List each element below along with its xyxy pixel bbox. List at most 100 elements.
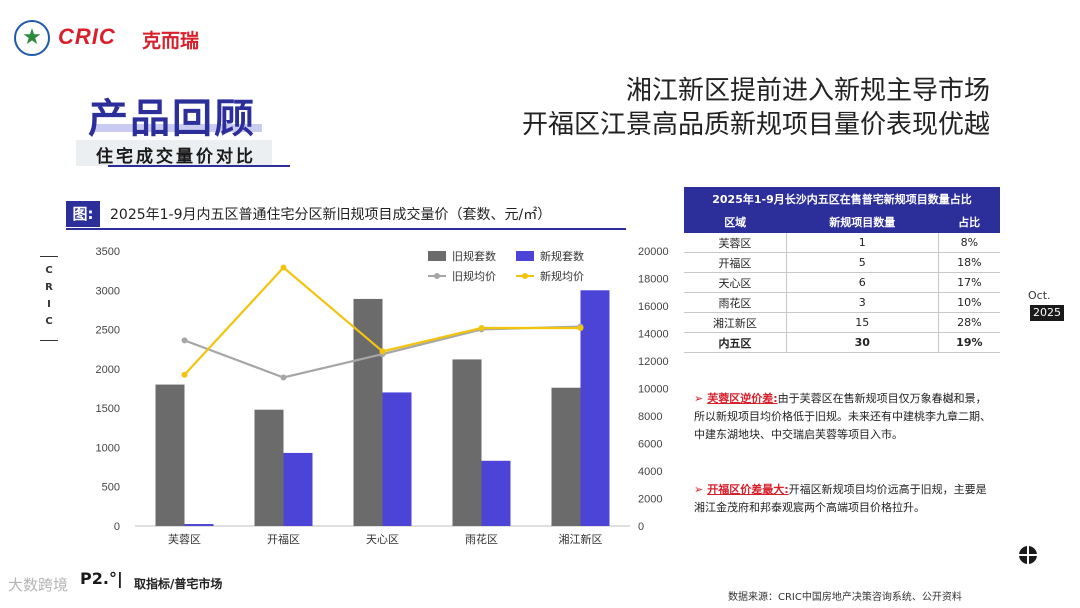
bar — [283, 452, 313, 526]
headline: 湘江新区提前进入新规主导市场 开福区江景高品质新规项目量价表现优越 — [522, 74, 990, 142]
table-row: 天心区 6 17% — [684, 272, 1000, 293]
line-point — [577, 325, 584, 331]
line-point — [181, 337, 188, 344]
legend-swatch — [428, 251, 446, 261]
line-point — [181, 371, 188, 378]
logo-wordmark: CRIC — [58, 24, 116, 49]
bar — [551, 387, 581, 526]
x-tick-label: 湘江新区 — [559, 532, 603, 546]
new-project-share-table: 2025年1-9月长沙内五区在售普宅新规项目数量占比 区域 新规项目数量 占比 … — [684, 187, 1000, 353]
subtitle-background — [76, 140, 272, 166]
y-right-tick-label: 10000 — [638, 384, 669, 396]
table-caption: 2025年1-9月长沙内五区在售普宅新规项目数量占比 — [684, 187, 1000, 211]
table-cell-share: 19% — [938, 332, 1000, 353]
y-right-tick-label: 2000 — [638, 494, 662, 506]
y-left-tick-label: 500 — [102, 482, 120, 494]
table-header: 新规项目数量 — [786, 211, 939, 233]
headline-line-1: 湘江新区提前进入新规主导市场 — [625, 76, 990, 106]
y-right-tick-label: 16000 — [638, 301, 669, 313]
line-point — [379, 348, 386, 355]
side-label-rule-top — [40, 256, 58, 257]
table-cell-share: 28% — [938, 312, 1000, 333]
table-cell-district: 开福区 — [684, 252, 787, 273]
table-row: 雨花区 3 10% — [684, 292, 1000, 313]
bar — [254, 409, 284, 526]
y-left-tick-label: 2500 — [96, 325, 120, 337]
y-right-tick-label: 6000 — [638, 439, 662, 451]
bar — [452, 359, 482, 526]
note-kaifu: ➢ 开福区价差最大:开福区新规项目均价远高于旧规，主要是湘江金茂府和邦泰观宸两个高… — [694, 481, 994, 517]
legend-marker — [522, 273, 528, 279]
table-cell-count: 3 — [786, 292, 939, 313]
line-point — [478, 325, 485, 331]
watermark: 大数跨境 — [8, 576, 69, 594]
section-subtitle: 住宅成交量价对比 — [96, 147, 256, 167]
legend-label: 旧规套数 — [452, 249, 496, 263]
y-left-tick-label: 3000 — [96, 285, 120, 297]
bar — [184, 524, 214, 526]
table-cell-count: 30 — [786, 332, 939, 353]
date-month: Oct. — [1028, 289, 1051, 302]
y-left-tick-label: 1500 — [96, 403, 120, 415]
bar — [580, 290, 610, 526]
table-cell-share: 17% — [938, 272, 1000, 293]
y-right-tick-label: 20000 — [638, 246, 669, 258]
side-label-rule-bottom — [40, 340, 58, 341]
figure-tag: 图: — [66, 201, 100, 227]
table-total-row: 内五区 30 19% — [684, 332, 1000, 353]
table-row: 开福区 5 18% — [684, 252, 1000, 273]
bar — [481, 460, 511, 526]
line-point — [280, 374, 287, 381]
figure-title: 2025年1-9月内五区普通住宅分区新旧规项目成交量价（套数、元/㎡） — [110, 207, 552, 223]
note-key: 开福区价差最大: — [707, 483, 789, 496]
table-cell-district: 内五区 — [684, 332, 787, 353]
table-cell-share: 18% — [938, 252, 1000, 273]
table-row: 湘江新区 15 28% — [684, 312, 1000, 333]
table-cell-count: 6 — [786, 272, 939, 293]
x-tick-label: 芙蓉区 — [168, 532, 201, 546]
star-icon: ★ — [22, 25, 42, 50]
figure-underline — [66, 228, 626, 230]
arrow-icon: ➢ — [694, 483, 704, 496]
y-right-tick-label: 0 — [638, 521, 644, 533]
y-left-tick-label: 2000 — [96, 364, 120, 376]
side-letter: C — [45, 265, 53, 276]
note-text: 开福区新规项目均价远高于旧规，主要是湘江金茂府和邦泰观宸两个高端项目价格拉升。 — [694, 483, 987, 514]
legend-label: 新规均价 — [540, 269, 584, 283]
side-letter: C — [45, 316, 53, 327]
table-cell-district: 天心区 — [684, 272, 787, 293]
subtitle-underline — [108, 165, 290, 167]
legend-label: 新规套数 — [540, 249, 584, 263]
y-left-tick-label: 0 — [114, 521, 120, 533]
y-right-tick-label: 14000 — [638, 329, 669, 341]
x-tick-label: 开福区 — [267, 532, 300, 546]
legend-marker — [434, 273, 440, 279]
note-key: 芙蓉区逆价差: — [707, 392, 778, 405]
y-left-tick-label: 1000 — [96, 442, 120, 454]
legend-label: 旧规均价 — [452, 269, 496, 283]
footer-section-label: 取指标/普宅市场 — [134, 577, 223, 591]
side-cric-label: C R I C — [40, 262, 58, 330]
page-number: P2.°| — [80, 569, 123, 588]
logo-chinese: 克而瑞 — [142, 30, 200, 52]
legend-swatch — [516, 251, 534, 261]
note-furong: ➢ 芙蓉区逆价差:由于芙蓉区在售新规项目仅万象春樾和景，所以新规项目均价格低于旧规… — [694, 390, 994, 444]
table-cell-district: 湘江新区 — [684, 312, 787, 333]
title-highlight-bar — [94, 124, 262, 132]
section-title: 产品回顾 — [88, 96, 256, 142]
arrow-icon: ➢ — [694, 392, 704, 405]
table-cell-count: 1 — [786, 233, 939, 253]
side-letter: I — [47, 299, 51, 310]
table-cell-share: 8% — [938, 233, 1000, 253]
table-cell-count: 15 — [786, 312, 939, 333]
bar — [353, 298, 383, 526]
note-text: 由于芙蓉区在售新规项目仅万象春樾和景，所以新规项目均价格低于旧规。未来还有中建桃… — [694, 392, 991, 441]
x-tick-label: 雨花区 — [465, 533, 498, 546]
y-right-tick-label: 18000 — [638, 274, 669, 286]
date-year: 2025 — [1030, 305, 1064, 321]
table-cell-count: 5 — [786, 252, 939, 273]
y-right-tick-label: 8000 — [638, 411, 662, 423]
compass-icon — [1019, 546, 1037, 564]
line-point — [280, 264, 287, 271]
bar — [382, 392, 412, 526]
